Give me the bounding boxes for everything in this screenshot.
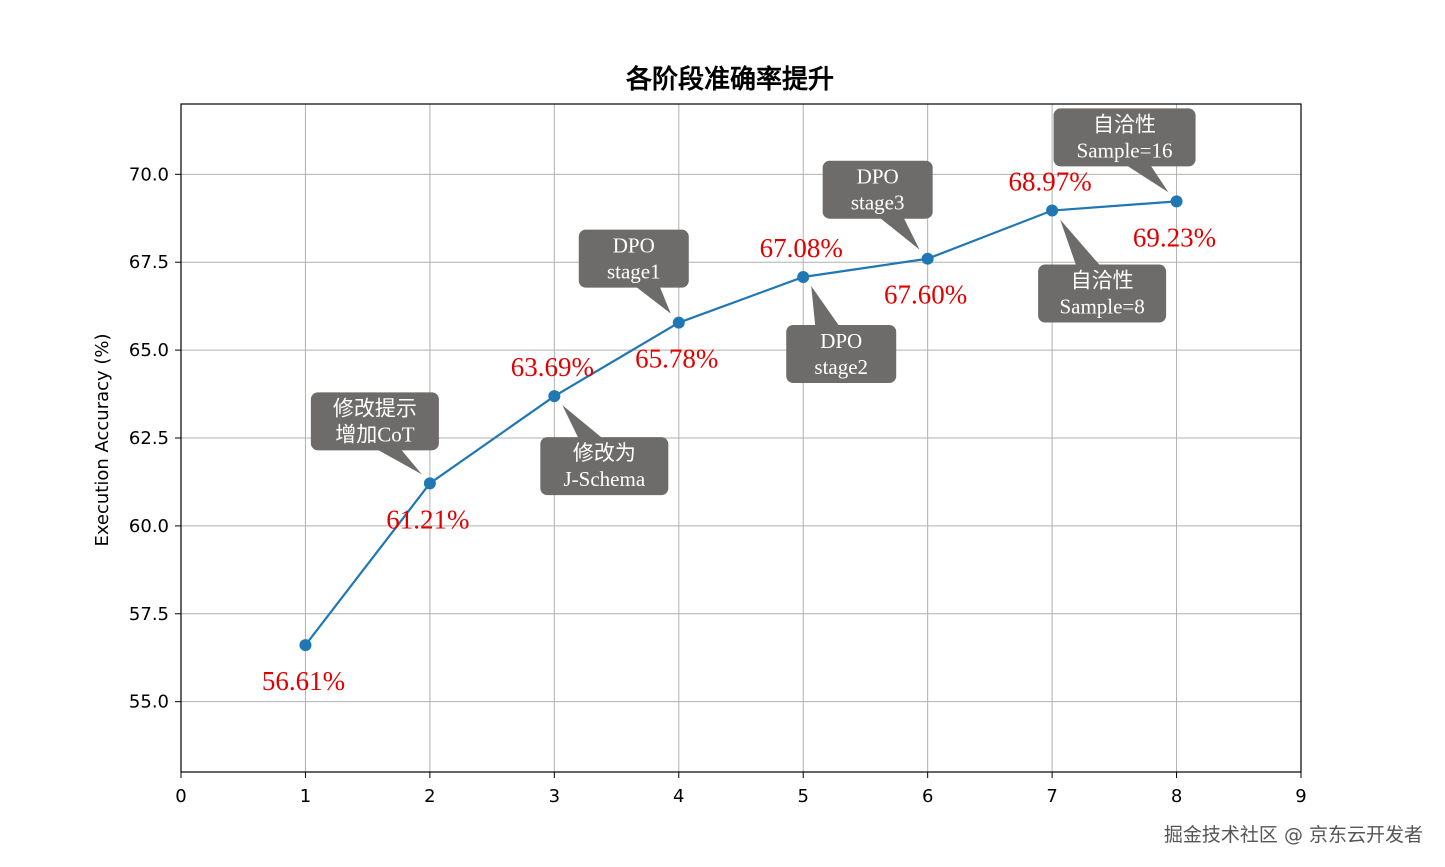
x-tick-label: 7	[1046, 786, 1057, 807]
y-tick-label: 62.5	[129, 428, 169, 449]
annotation-box	[1053, 108, 1196, 167]
annotation-text: stage3	[851, 191, 905, 215]
x-tick-label: 6	[922, 786, 933, 807]
plot-frame	[180, 103, 1302, 773]
data-label: 67.60%	[884, 280, 967, 310]
annotation-text: 修改提示	[333, 396, 417, 420]
annotation-pointer	[562, 405, 603, 439]
annotation-text: J-Schema	[564, 467, 646, 491]
x-tick-label: 3	[549, 786, 560, 807]
annotation-pointer	[1126, 165, 1169, 193]
y-tick-label: 67.5	[129, 252, 169, 273]
annotation-pointer	[879, 217, 920, 250]
data-label: 63.69%	[511, 352, 594, 382]
data-point	[548, 390, 561, 403]
annotation-pointer	[376, 449, 422, 475]
x-tick-label: 1	[300, 786, 311, 807]
x-tick-label: 2	[424, 786, 435, 807]
annotations: 修改提示增加CoT修改为J-SchemaDPOstage1DPOstage2DP…	[310, 108, 1196, 496]
x-tick-label: 5	[797, 786, 808, 807]
annotation-text: stage2	[814, 355, 868, 379]
data-point	[299, 639, 312, 652]
annotation-text: stage1	[607, 260, 661, 284]
annotation-text: DPO	[613, 234, 655, 258]
data-label: 67.08%	[760, 233, 843, 263]
data-point	[672, 316, 685, 329]
y-tick-label: 65.0	[129, 340, 169, 361]
annotation-text: Sample=16	[1077, 138, 1173, 162]
annotation-text: 修改为	[573, 441, 636, 465]
data-point	[1170, 195, 1183, 208]
watermark-text: 掘金技术社区 @ 京东云开发者	[1163, 824, 1423, 846]
y-tick-label: 60.0	[129, 516, 169, 537]
annotation-text: DPO	[820, 329, 862, 353]
data-label: 65.78%	[635, 344, 718, 374]
annotation-box	[310, 392, 439, 451]
x-tick-label: 8	[1171, 786, 1182, 807]
y-tick-label: 70.0	[129, 164, 169, 185]
chart-title: 各阶段准确率提升	[625, 64, 834, 95]
annotation-pointer	[811, 285, 840, 326]
axes: 0 1 2 3 4 5 6 7 8 9 55.0 57.5 60.0 62.5 65.0 67.5 70.0	[129, 103, 1307, 807]
annotation-box	[822, 160, 933, 219]
series-line	[304, 200, 1177, 646]
data-label: 68.97%	[1008, 167, 1091, 197]
x-tick-label: 0	[175, 786, 186, 807]
annotation-box	[540, 437, 669, 496]
annotation-box	[1038, 264, 1167, 323]
y-axis-label: Execution Accuracy (%)	[92, 333, 113, 546]
grid-lines	[180, 104, 1302, 772]
x-tick-label: 9	[1295, 786, 1306, 807]
annotation-box	[578, 229, 689, 288]
annotation-text: 增加CoT	[335, 422, 415, 446]
annotation-text: 自洽性	[1093, 112, 1156, 136]
annotation-text: DPO	[857, 165, 899, 189]
data-labels: 56.61% 61.21% 63.69% 65.78% 67.08% 67.60% 68.9…	[262, 167, 1216, 697]
data-label: 69.23%	[1133, 222, 1216, 252]
data-point	[921, 252, 934, 265]
y-tick-label: 57.5	[129, 604, 169, 625]
x-tick-label: 4	[673, 786, 684, 807]
data-label: 56.61%	[262, 666, 345, 696]
data-label: 61.21%	[386, 504, 469, 534]
data-point	[423, 477, 436, 490]
y-tick-label: 55.0	[129, 692, 169, 713]
data-point	[797, 270, 810, 283]
data-series	[299, 195, 1183, 652]
annotation-box	[786, 324, 897, 383]
data-point	[1046, 204, 1059, 217]
annotation-text: Sample=8	[1059, 295, 1144, 319]
annotation-pointer	[1060, 219, 1101, 266]
annotation-text: 自洽性	[1071, 269, 1134, 293]
annotation-pointer	[635, 286, 671, 314]
